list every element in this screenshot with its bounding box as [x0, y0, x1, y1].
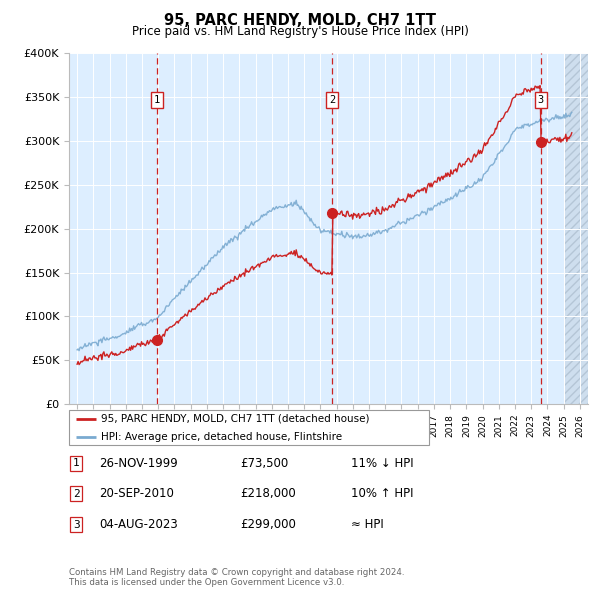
Text: £73,500: £73,500: [240, 457, 288, 470]
Text: 3: 3: [73, 520, 80, 529]
Text: £299,000: £299,000: [240, 518, 296, 531]
Text: £218,000: £218,000: [240, 487, 296, 500]
Text: 10% ↑ HPI: 10% ↑ HPI: [351, 487, 413, 500]
Text: 2: 2: [329, 94, 335, 104]
Text: 1: 1: [154, 94, 160, 104]
Text: 1: 1: [73, 458, 80, 468]
Text: 3: 3: [538, 94, 544, 104]
FancyBboxPatch shape: [69, 410, 429, 445]
Text: 95, PARC HENDY, MOLD, CH7 1TT (detached house): 95, PARC HENDY, MOLD, CH7 1TT (detached …: [101, 414, 370, 424]
Text: Contains HM Land Registry data © Crown copyright and database right 2024.
This d: Contains HM Land Registry data © Crown c…: [69, 568, 404, 587]
Text: ≈ HPI: ≈ HPI: [351, 518, 384, 531]
Text: 26-NOV-1999: 26-NOV-1999: [99, 457, 178, 470]
Text: 95, PARC HENDY, MOLD, CH7 1TT: 95, PARC HENDY, MOLD, CH7 1TT: [164, 13, 436, 28]
Text: HPI: Average price, detached house, Flintshire: HPI: Average price, detached house, Flin…: [101, 432, 343, 441]
Text: 04-AUG-2023: 04-AUG-2023: [99, 518, 178, 531]
Text: 20-SEP-2010: 20-SEP-2010: [99, 487, 174, 500]
Text: Price paid vs. HM Land Registry's House Price Index (HPI): Price paid vs. HM Land Registry's House …: [131, 25, 469, 38]
Text: 2: 2: [73, 489, 80, 499]
Text: 11% ↓ HPI: 11% ↓ HPI: [351, 457, 413, 470]
Bar: [563, 53, 588, 404]
